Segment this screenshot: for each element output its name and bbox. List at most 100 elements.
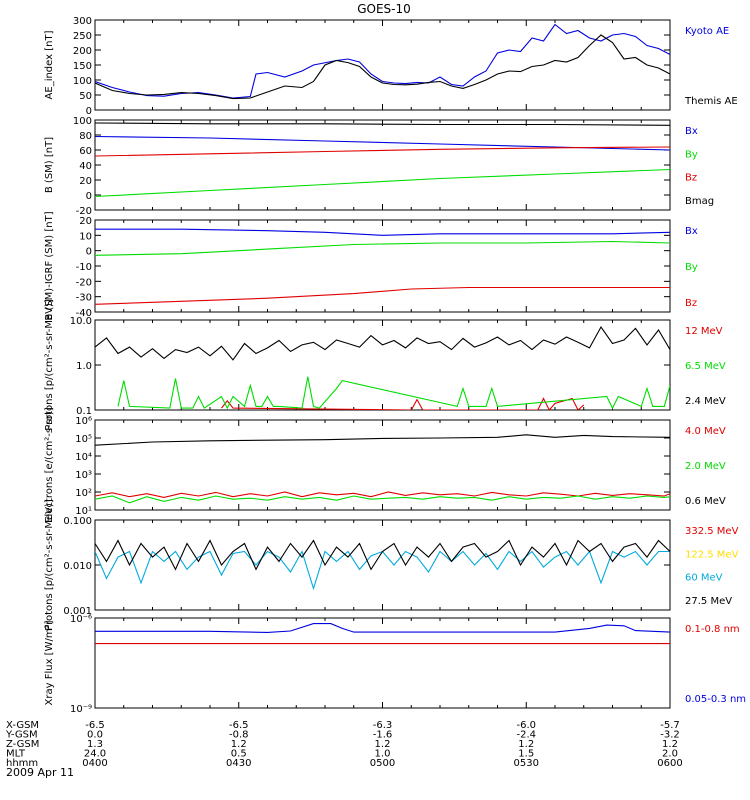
series-line-by [95, 168, 670, 198]
y-tick-label: 150 [73, 61, 92, 72]
y-axis-label: B (SM)-IGRF (SM) [nT] [44, 211, 55, 320]
legend-label: 2.4 MeV [685, 396, 726, 407]
y-tick-label: 60 [79, 146, 92, 157]
footer-value: 1.5 [518, 749, 534, 760]
legend-label: 12 MeV [685, 326, 723, 337]
series-line-27-5-mev [95, 539, 670, 571]
legend-label: 0.6 MeV [685, 496, 726, 507]
legend-label: Bz [685, 298, 697, 309]
footer-value: -1.6 [373, 730, 393, 741]
footer-value: -6.5 [229, 720, 249, 731]
footer-value: -6.0 [516, 720, 536, 731]
footer-row-label: MLT [6, 749, 26, 760]
footer-value: -0.8 [229, 730, 249, 741]
legend-label: 122.5 MeV [685, 549, 739, 560]
panel-3: -40 -30 -20 -10 0 10 20 B (SM)-IGRF (SM) [nT] Bx… [44, 211, 698, 320]
footer-value: 24.0 [84, 749, 106, 760]
footer-ephemeris: X-GSM -6.5 -6.5 -6.3 -6.0 -5.7 Y-GSM 0.0 -0.8 -1.… [5, 720, 683, 769]
y-tick-label: -40 [76, 308, 92, 319]
series-line-by [95, 240, 670, 256]
panel-7: 10⁻⁹ 10⁻⁶ Xray Flux [W/m²] 0.1-0.8 nm 0.05-0… [44, 614, 746, 715]
y-tick-label: 0 [86, 106, 92, 117]
footer-value: 1.3 [87, 739, 103, 750]
legend-label: 60 MeV [685, 573, 723, 584]
legend-label: 0.1-0.8 nm [685, 624, 740, 635]
legend-label: 27.5 MeV [685, 596, 732, 607]
y-tick-label: 20 [79, 216, 92, 227]
footer-value: -6.5 [85, 720, 105, 731]
footer-row-label: X-GSM [6, 720, 39, 731]
series-line-themis-ae [95, 34, 670, 100]
y-tick-label: 10 [79, 231, 92, 242]
series-line-bz [95, 146, 670, 157]
footer-value: 0430 [226, 758, 251, 769]
series-line-0-05-0-3-nm [95, 623, 670, 633]
panel-frame [94, 319, 671, 411]
y-axis-label: Protons [p/(cm²-s-sr-MeV)] [44, 499, 55, 631]
legend-label: Bx [685, 226, 698, 237]
series-line-bx [95, 228, 670, 236]
footer-value: -3.2 [660, 730, 680, 741]
y-tick-label: 10⁶ [75, 416, 92, 427]
footer-value: 0500 [370, 758, 395, 769]
y-axis-label: Xray Flux [W/m²] [44, 620, 55, 705]
footer-value: 1.2 [518, 739, 534, 750]
y-tick-label: -30 [76, 293, 92, 304]
date-label: 2009 Apr 11 [6, 766, 74, 779]
y-axis-label: B (SM) [nT] [44, 137, 55, 193]
y-tick-label: 10.0 [70, 316, 92, 327]
legend-label: Bmag [685, 196, 714, 207]
series-line-bz [95, 286, 670, 305]
y-tick-label: 40 [79, 161, 92, 172]
footer-value: 0.5 [231, 749, 247, 760]
footer-value: 0400 [82, 758, 107, 769]
series-line-bmag [95, 122, 670, 126]
y-axis-label: AE_index [nT] [44, 30, 55, 99]
footer-value: 1.2 [662, 739, 678, 750]
y-tick-label: 10⁵ [75, 434, 92, 445]
y-tick-label: 200 [73, 46, 92, 57]
panel-frame [94, 419, 671, 511]
y-tick-label: 100 [73, 76, 92, 87]
y-tick-label: 250 [73, 31, 92, 42]
y-tick-label: 100 [73, 116, 92, 127]
y-tick-label: 10⁴ [75, 452, 92, 463]
y-tick-label: 0 [86, 247, 92, 258]
y-tick-label: 10³ [75, 470, 92, 481]
panel-5: 10¹ 10² 10³ 10⁴ 10⁵ 10⁶ Electrons [e/(cm²-s-sr… [44, 407, 726, 523]
panel-frame [94, 19, 671, 111]
panel-6: 0.001 0.010 0.100 Protons [p/(cm²-s-sr-MeV)… [44, 499, 739, 631]
series-line-2-0-mev [95, 495, 670, 504]
footer-value: -6.3 [373, 720, 393, 731]
footer-value: 1.0 [375, 749, 391, 760]
legend-label: Bz [685, 173, 697, 184]
y-axis-label: Protons [p/(cm²-s-sr-MeV)] [44, 299, 55, 431]
y-tick-label: 0 [86, 191, 92, 202]
footer-value: 1.2 [231, 739, 247, 750]
series-line-4-0-mev [95, 491, 670, 498]
footer-row-label: Z-GSM [6, 739, 39, 750]
footer-row-label: hhmm [6, 758, 38, 769]
y-tick-label: 10⁻⁶ [70, 614, 92, 625]
footer-value: 2.0 [662, 749, 678, 760]
footer-value: 0530 [514, 758, 539, 769]
series-line-0-6-mev [95, 434, 670, 446]
series-line-kyoto-ae [95, 23, 670, 99]
legend-label: 6.5 MeV [685, 361, 726, 372]
y-tick-label: 10² [75, 488, 92, 499]
panel-4: 0.1 1.0 10.0 Protons [p/(cm²-s-sr-MeV)] 12 M… [44, 299, 726, 431]
legend-label: 332.5 MeV [685, 526, 739, 537]
y-tick-label: -20 [76, 206, 92, 217]
y-tick-label: 80 [79, 131, 92, 142]
footer-row-label: Y-GSM [5, 730, 38, 741]
series-line-6-5-mev [117, 376, 670, 410]
panel-frame [94, 119, 671, 211]
y-tick-label: -10 [76, 262, 92, 273]
footer-value: -2.4 [516, 730, 536, 741]
y-tick-label: 0.010 [63, 561, 92, 572]
legend-label: 4.0 MeV [685, 426, 726, 437]
legend-label: Themis AE [684, 96, 738, 107]
y-tick-label: 300 [73, 16, 92, 27]
